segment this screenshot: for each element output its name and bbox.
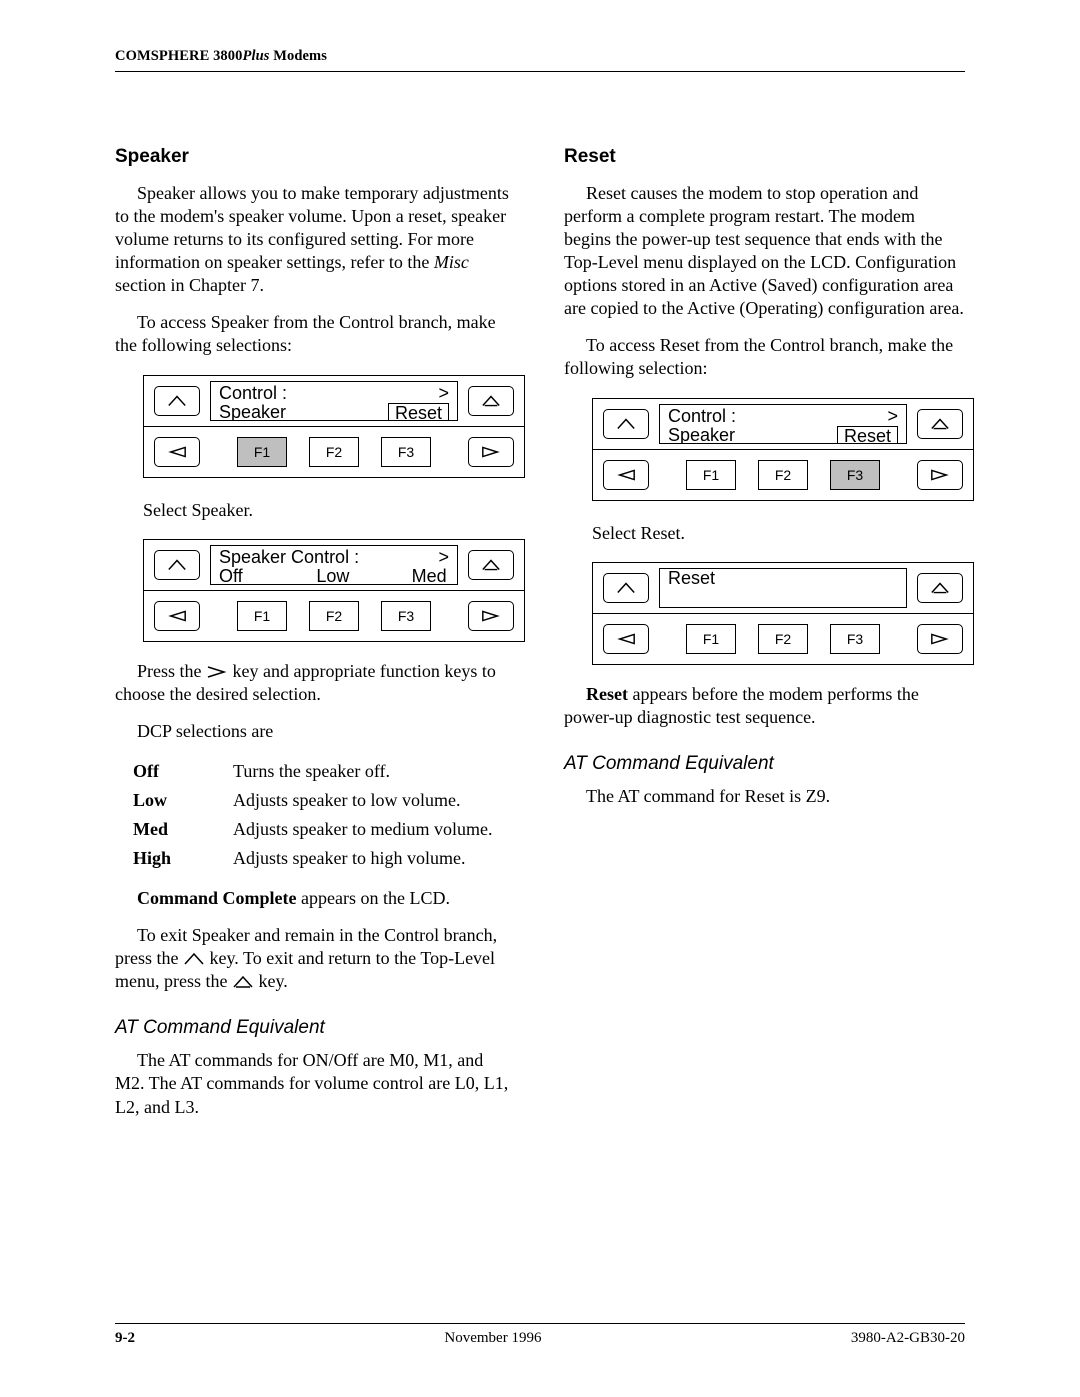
right-arrow-icon <box>468 601 514 631</box>
f1-key: F1 <box>686 624 736 654</box>
function-key-row: F1 F2 F3 <box>659 624 907 654</box>
header-plus: Plus <box>242 48 269 64</box>
f3-key: F3 <box>381 601 431 631</box>
function-key-row: F1 F2 F3 <box>210 437 458 467</box>
section-heading-speaker: Speaker <box>115 146 516 168</box>
header-prefix: COMSPHERE 3800 <box>115 48 242 64</box>
up-arrow-open-icon <box>183 952 205 966</box>
f2-key: F2 <box>309 437 359 467</box>
exit-instructions-paragraph: To exit Speaker and remain in the Contro… <box>115 924 516 993</box>
left-arrow-icon <box>154 601 200 631</box>
at-command-heading: AT Command Equivalent <box>115 1017 516 1039</box>
function-key-row: F1 F2 F3 <box>659 460 907 490</box>
left-arrow-icon <box>154 437 200 467</box>
home-open-icon <box>232 975 254 989</box>
right-arrow-icon <box>917 460 963 490</box>
f2-key: F2 <box>758 460 808 490</box>
home-icon <box>468 550 514 580</box>
section-heading-reset: Reset <box>564 146 965 168</box>
footer-page-number: 9-2 <box>115 1330 135 1347</box>
footer-date: November 1996 <box>135 1330 851 1347</box>
press-key-paragraph: Press the key and appropriate function k… <box>115 660 516 706</box>
f3-key: F3 <box>830 460 880 490</box>
left-arrow-icon <box>603 460 649 490</box>
reset-access-paragraph: To access Reset from the Control branch,… <box>564 334 965 380</box>
right-arrow-open-icon <box>206 665 228 679</box>
speaker-intro-paragraph: Speaker allows you to make temporary adj… <box>115 182 516 297</box>
lcd-panel-speaker-control-menu: Control :> SpeakerReset F1 F2 F3 <box>143 375 516 478</box>
lcd-display: Reset <box>659 568 907 608</box>
page-content: COMSPHERE 3800Plus Modems Speaker Speake… <box>115 48 965 1332</box>
f2-key: F2 <box>758 624 808 654</box>
lcd-panel-speaker-levels: Speaker Control :> Off Low Med F1 <box>143 539 516 642</box>
up-arrow-icon <box>154 550 200 580</box>
f1-key: F1 <box>237 437 287 467</box>
page-footer: 9-2 November 1996 3980-A2-GB30-20 <box>115 1323 965 1347</box>
right-arrow-icon <box>917 624 963 654</box>
lcd-display: Speaker Control :> Off Low Med <box>210 545 458 585</box>
home-icon <box>468 386 514 416</box>
lcd-display: Control :> SpeakerReset <box>210 381 458 421</box>
home-icon <box>917 409 963 439</box>
reset-intro-paragraph: Reset causes the modem to stop operation… <box>564 182 965 320</box>
function-key-row: F1 F2 F3 <box>210 601 458 631</box>
lcd-panel-reset-display: Reset F1 F2 F3 <box>592 562 965 665</box>
speaker-access-paragraph: To access Speaker from the Control branc… <box>115 311 516 357</box>
at-command-heading: AT Command Equivalent <box>564 753 965 775</box>
left-arrow-icon <box>603 624 649 654</box>
f3-key: F3 <box>381 437 431 467</box>
up-arrow-icon <box>603 573 649 603</box>
header-suffix: Modems <box>269 48 326 64</box>
right-column: Reset Reset causes the modem to stop ope… <box>564 146 965 1133</box>
up-arrow-icon <box>154 386 200 416</box>
reset-option-unselected: Reset <box>837 426 898 444</box>
f1-key: F1 <box>237 601 287 631</box>
caption-select-reset: Select Reset. <box>592 523 965 544</box>
left-column: Speaker Speaker allows you to make tempo… <box>115 146 516 1133</box>
two-column-layout: Speaker Speaker allows you to make tempo… <box>115 146 965 1133</box>
f3-key: F3 <box>830 624 880 654</box>
home-icon <box>917 573 963 603</box>
caption-select-speaker: Select Speaker. <box>143 500 516 521</box>
running-header: COMSPHERE 3800Plus Modems <box>115 48 965 72</box>
table-row: OffTurns the speaker off. <box>133 757 506 786</box>
table-row: MedAdjusts speaker to medium volume. <box>133 815 506 844</box>
reset-option-unselected: Reset <box>388 403 449 421</box>
f1-key: F1 <box>686 460 736 490</box>
reset-appears-paragraph: Reset appears before the modem performs … <box>564 683 965 729</box>
lcd-panel-reset-control-menu: Control :> SpeakerReset F1 F2 F3 <box>592 398 965 501</box>
footer-doc-number: 3980-A2-GB30-20 <box>851 1330 965 1347</box>
f2-key: F2 <box>309 601 359 631</box>
dcp-selection-table: OffTurns the speaker off. LowAdjusts spe… <box>133 757 506 873</box>
dcp-intro: DCP selections are <box>115 720 516 743</box>
at-command-paragraph: The AT command for Reset is Z9. <box>564 785 965 808</box>
table-row: LowAdjusts speaker to low volume. <box>133 786 506 815</box>
up-arrow-icon <box>603 409 649 439</box>
table-row: HighAdjusts speaker to high volume. <box>133 844 506 873</box>
right-arrow-icon <box>468 437 514 467</box>
command-complete-paragraph: Command Complete appears on the LCD. <box>115 887 516 910</box>
lcd-display: Control :> SpeakerReset <box>659 404 907 444</box>
at-command-paragraph: The AT commands for ON/Off are M0, M1, a… <box>115 1049 516 1118</box>
